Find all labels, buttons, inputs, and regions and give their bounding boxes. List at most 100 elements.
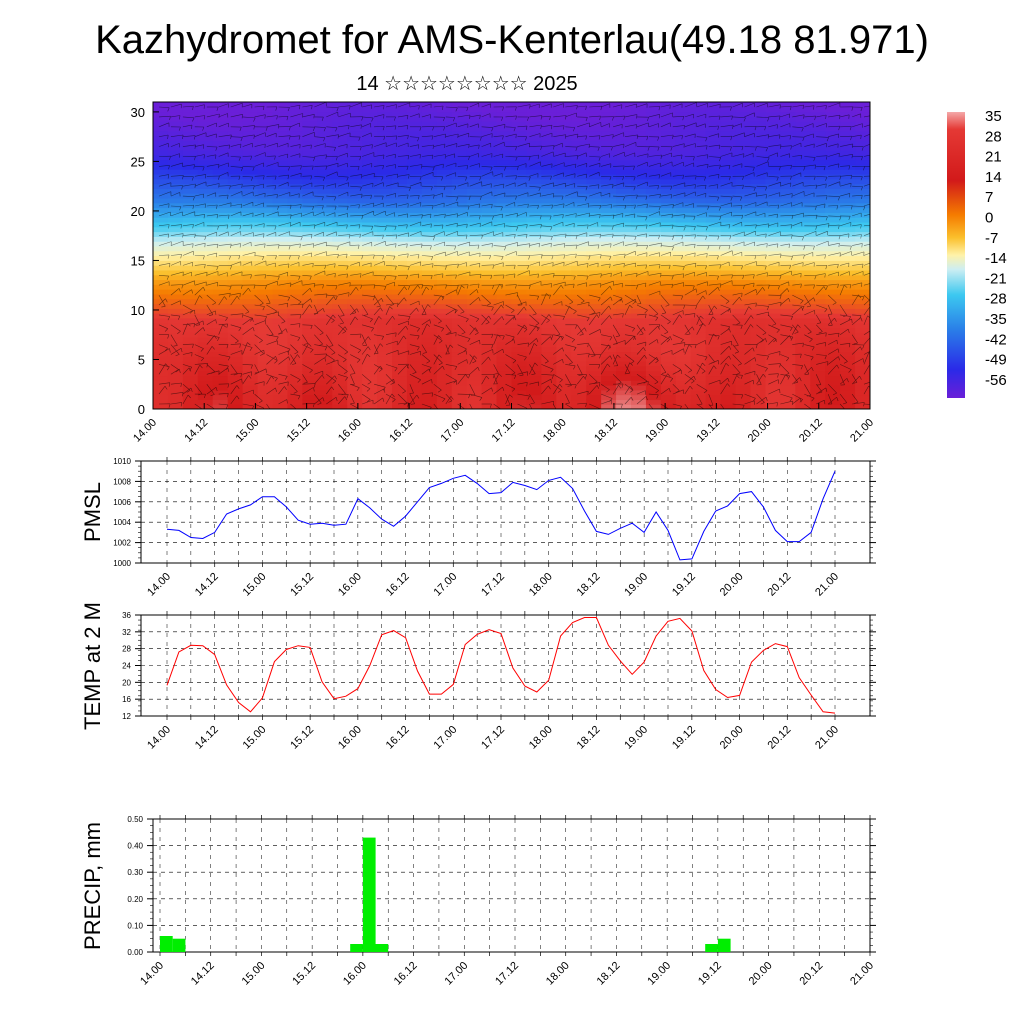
wind-barb-flag [198,393,203,396]
heat-cell [795,140,811,146]
heat-cell [392,394,408,401]
heat-cell [660,116,677,122]
heat-cell [302,289,318,295]
heat-cell [392,159,408,165]
heat-cell [511,245,528,252]
heat-cell [720,269,737,276]
heat-cell [780,365,796,372]
wind-barb-flag [215,154,217,159]
heat-cell [347,375,363,381]
heat-cell [496,341,513,348]
heat-cell [571,361,587,367]
heat-cell [362,245,378,252]
heat-cell [810,394,826,401]
heat-cell [571,231,587,237]
heat-cell [601,197,617,204]
heat-cell [750,111,767,117]
wind-barb [374,225,387,228]
wind-barb-flag [273,310,277,314]
heat-cell [795,250,811,257]
wind-barb-flag [308,343,312,347]
heat-cell [317,250,333,257]
wind-barb-flag [454,310,458,314]
heat-cell [451,394,468,401]
heat-cell [436,212,453,218]
heat-cell [705,308,722,314]
heat-cell [586,193,602,199]
heat-cell [840,389,856,396]
wind-barb-flag [250,364,253,369]
wind-barb [421,194,435,197]
wind-barb [349,393,355,404]
wind-barb-flag [514,234,516,239]
heat-cell [227,375,244,381]
wind-barb-flag [465,176,468,181]
heat-cell [153,169,169,175]
wind-barb-flag [274,360,278,364]
heat-cell [421,313,438,319]
heat-cell [750,226,767,233]
heat-cell [855,245,870,252]
heat-cell [780,149,796,156]
wind-barb-flag [325,154,327,159]
heat-cell [227,370,244,377]
wind-barb [218,243,232,246]
heat-cell [451,380,468,386]
heat-cell [541,289,557,295]
heat-cell [257,135,274,141]
heat-cell [182,274,199,281]
heat-cell [645,193,662,199]
heat-cell [855,130,870,137]
wind-barb-flag [429,245,432,250]
heat-cell [526,313,542,319]
heat-cell [855,399,870,405]
wind-barb-flag [344,326,348,331]
wind-barb-flag [331,359,335,363]
heat-cell [810,226,826,233]
heat-cell [257,298,274,305]
heat-cell [660,404,677,409]
heat-cell [212,102,229,108]
heat-cell [705,365,722,372]
wind-barb-flag [194,234,196,239]
heat-cell [631,346,647,353]
heat-cell [182,404,199,409]
heat-cell [660,221,677,228]
heat-cell [167,289,184,295]
heat-cell [466,385,483,391]
wind-barb [326,354,335,361]
heat-cell [227,389,244,396]
wind-barb-flag [367,346,371,351]
wind-barb [433,105,444,108]
wind-barb-flag [504,246,507,251]
wind-barb [469,181,482,187]
heat-cell [586,279,602,285]
wind-barb [421,344,427,353]
wind-barb-flag [229,293,231,298]
heat-cell [675,365,692,372]
wind-barb-flag [395,243,397,248]
wind-barb [338,324,347,332]
heat-cell [720,337,737,343]
heat-cell [750,274,767,281]
heat-cell [526,298,542,305]
heat-cell [377,327,393,333]
heat-cell [302,269,318,276]
heat-cell [616,197,632,204]
heat-cell [556,250,572,257]
wind-barb [206,334,220,338]
wind-barb [242,314,253,319]
heat-cell [317,193,333,199]
heat-cell [227,188,244,194]
heat-cell [720,245,737,252]
heat-cell [377,178,393,185]
heat-cell [511,346,528,353]
heat-cell [406,303,423,309]
heat-cell [332,365,348,372]
heat-cell [317,346,333,353]
wind-barb [302,211,314,217]
heat-cell [556,178,572,185]
heat-cell [780,322,796,329]
wind-barb-flag [431,155,434,160]
heat-cell [466,207,483,213]
